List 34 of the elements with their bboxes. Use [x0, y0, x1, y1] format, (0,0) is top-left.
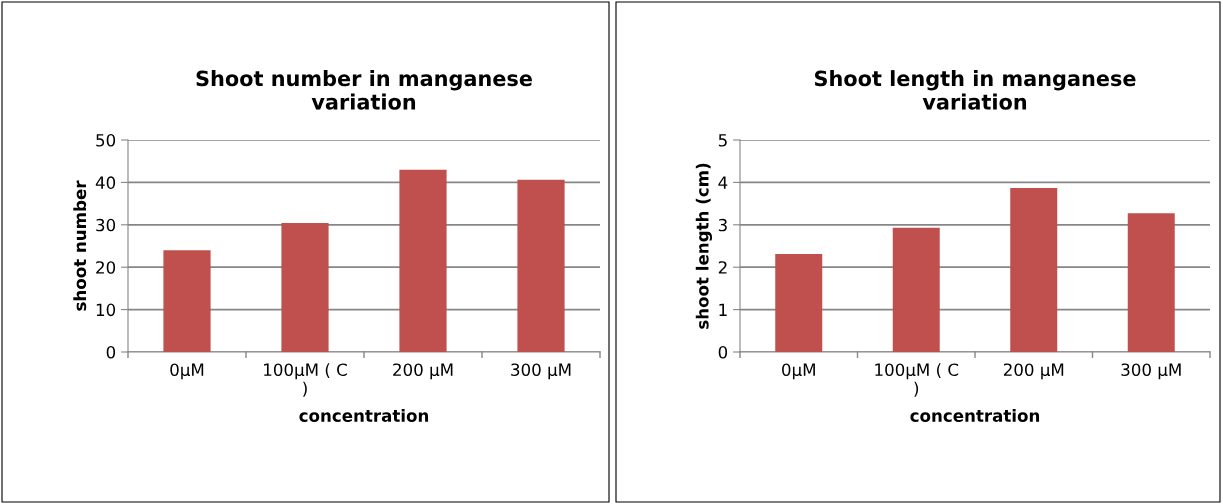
y-tick-label: 3 [718, 218, 727, 232]
bar [281, 223, 329, 352]
y-tick-label: 4 [718, 176, 728, 189]
x-axis-title: concentration [299, 409, 429, 422]
y-tick-label: 30 [96, 218, 116, 232]
x-axis-title: concentration [910, 409, 1040, 422]
y-tick-label: 1 [719, 303, 727, 316]
y-tick-label: 5 [718, 134, 727, 147]
y-tick-label: 0 [106, 345, 116, 359]
bar [892, 227, 940, 352]
y-axis-title: shoot length (cm) [695, 163, 713, 329]
chart-title: Shoot number in manganese variation [196, 70, 532, 110]
bar [1127, 213, 1175, 352]
y-tick-label: 40 [95, 176, 116, 189]
x-tick-label: 100µM ( C ) [264, 363, 347, 397]
x-tick-label: 300 µM [1121, 363, 1181, 380]
y-tick-label: 0 [718, 345, 728, 359]
bar [1010, 187, 1058, 352]
bar [399, 169, 447, 352]
x-tick-label: 200 µM [393, 363, 453, 380]
y-tick-label: 10 [96, 303, 116, 317]
bar [163, 250, 211, 352]
bar [775, 254, 823, 352]
bar [517, 179, 565, 352]
x-tick-label: 300 µM [511, 363, 571, 380]
x-tick-label: 0µM [170, 363, 204, 380]
y-tick-label: 20 [96, 261, 116, 274]
y-axis-title: shoot number [73, 180, 87, 311]
chart-title: Shoot length in manganese variation [814, 70, 1136, 110]
y-tick-label: 50 [96, 133, 116, 147]
x-tick-label: 200 µM [1003, 363, 1064, 380]
y-tick-label: 2 [718, 261, 727, 274]
x-tick-label: 100µM ( C ) [875, 363, 959, 397]
x-tick-label: 0µM [782, 363, 815, 380]
